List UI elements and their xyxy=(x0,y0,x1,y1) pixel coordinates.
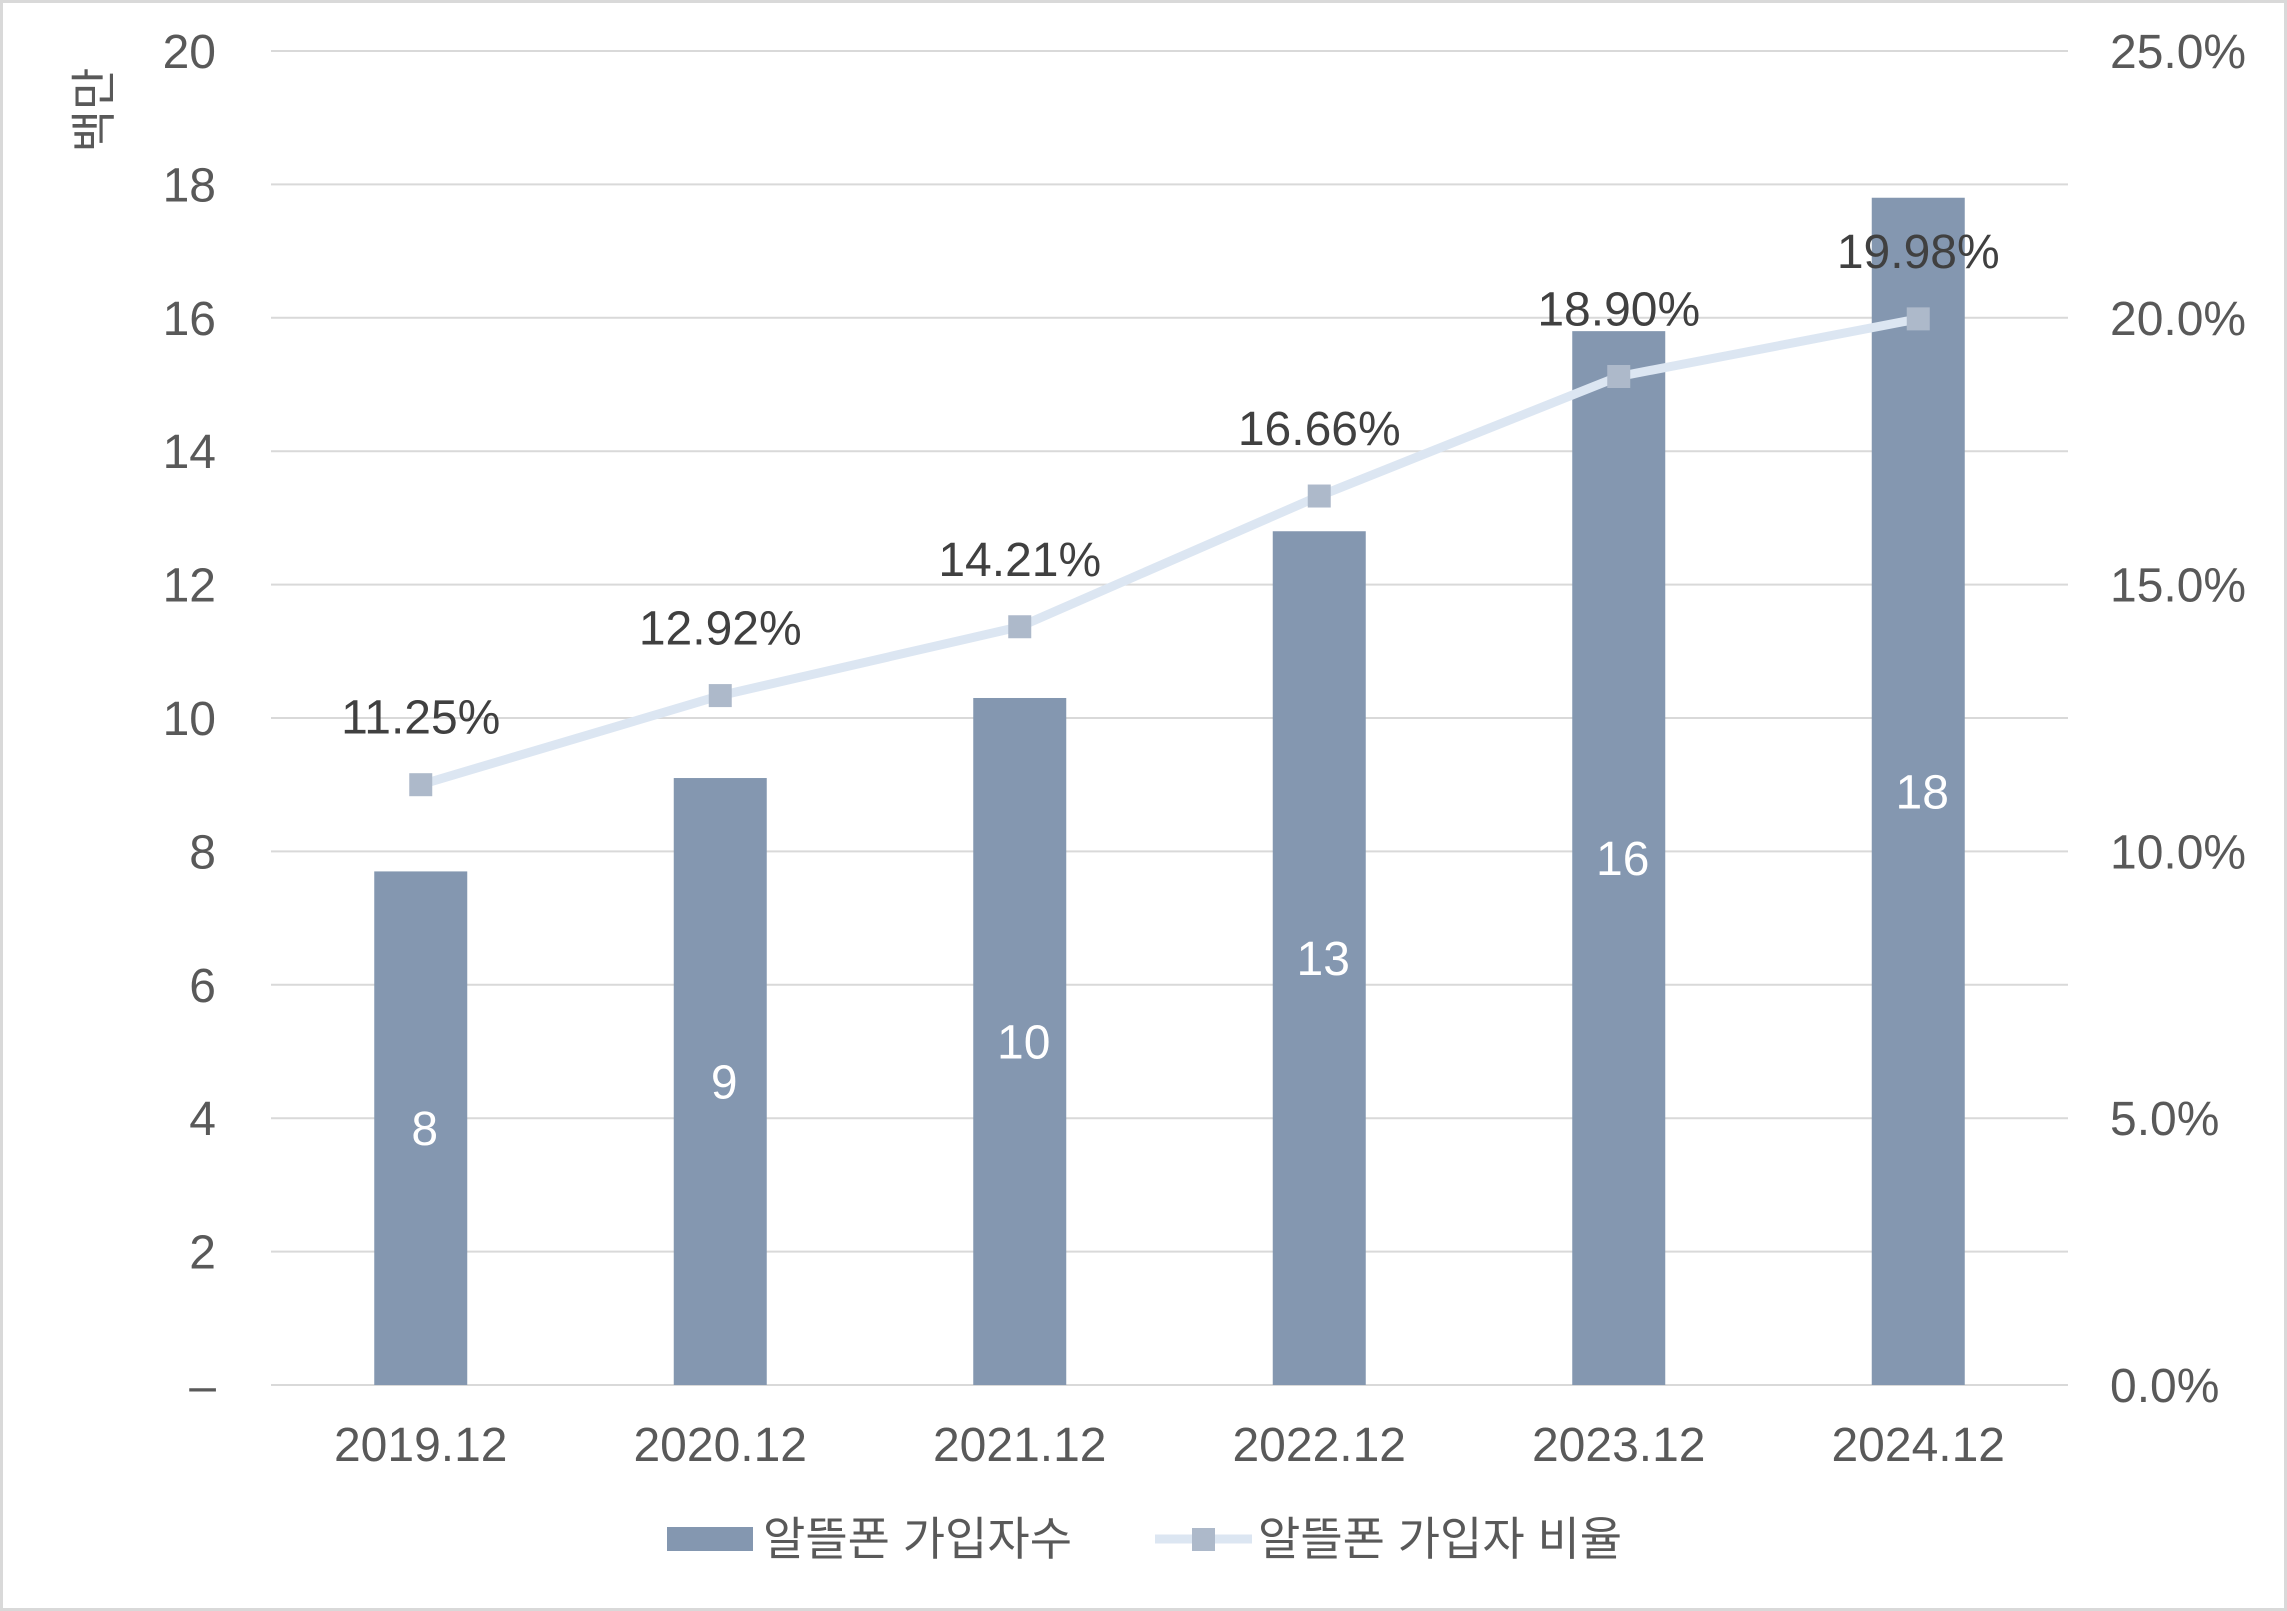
ratio-marker xyxy=(708,684,732,708)
bar-2021-12 xyxy=(973,697,1067,1385)
x-tick-label: 2019.12 xyxy=(334,1419,508,1472)
line-series xyxy=(409,307,1930,797)
legend-marker-swatch xyxy=(1192,1528,1215,1551)
y2-tick-label: 15.0% xyxy=(2110,560,2246,613)
y2-tick-label: 25.0% xyxy=(2110,26,2246,79)
y-tick-label: 20 xyxy=(163,26,216,79)
x-tick-label: 2021.12 xyxy=(933,1419,1107,1472)
ratio-value-label: 14.21% xyxy=(938,534,1101,587)
legend-bar-swatch xyxy=(667,1527,753,1551)
y2-tick-label: 20.0% xyxy=(2110,293,2246,346)
bar-value-label: 13 xyxy=(1297,933,1350,986)
bar-value-label: 8 xyxy=(411,1103,438,1156)
y-tick-label: 2 xyxy=(189,1227,216,1280)
bar-2020-12 xyxy=(673,778,767,1385)
right-axis-ticks: 0.0% 5.0% 10.0% 15.0% 20.0% 25.0% xyxy=(2110,26,2246,1413)
bar-value-label: 10 xyxy=(997,1016,1050,1069)
bar-series xyxy=(374,197,1965,1386)
data-labels: 8 9 10 13 16 18 11.25% 12.92% 14.21% 16.66% 18.90%… xyxy=(341,226,2000,1156)
bar-value-label: 9 xyxy=(711,1057,738,1110)
ratio-value-label: 19.98% xyxy=(1837,226,2000,279)
legend-item-subscribers: 알뜰폰 가입자수 xyxy=(667,1513,1072,1565)
x-tick-label: 2024.12 xyxy=(1831,1419,2005,1472)
y-tick-label: 16 xyxy=(163,293,216,346)
left-axis-ticks: – 2 4 6 8 10 12 14 16 18 20 xyxy=(163,26,217,1413)
gridlines xyxy=(271,50,2068,1386)
y-tick-label: 18 xyxy=(163,159,216,212)
y2-tick-label: 10.0% xyxy=(2110,826,2246,879)
y-tick-label: 6 xyxy=(189,960,216,1013)
ratio-marker xyxy=(1906,307,1930,331)
ratio-marker xyxy=(409,773,433,797)
ratio-line xyxy=(419,314,1920,790)
y-tick-label: 4 xyxy=(189,1093,216,1146)
legend-label-ratio: 알뜰폰 가입자 비율 xyxy=(1258,1513,1622,1565)
y-tick-label: – xyxy=(189,1360,216,1413)
y-tick-label: 8 xyxy=(189,826,216,879)
legend: 알뜰폰 가입자수 알뜰폰 가입자 비율 xyxy=(667,1513,1622,1565)
bar-2022-12 xyxy=(1272,531,1366,1385)
x-tick-label: 2020.12 xyxy=(633,1419,807,1472)
y-tick-label: 12 xyxy=(163,560,216,613)
ratio-marker xyxy=(1008,615,1032,639)
bar-value-label: 16 xyxy=(1596,833,1649,886)
legend-label-subscribers: 알뜰폰 가입자수 xyxy=(763,1513,1072,1565)
x-tick-label: 2022.12 xyxy=(1232,1419,1406,1472)
y-tick-label: 14 xyxy=(163,426,216,479)
bar-value-label: 18 xyxy=(1896,766,1949,819)
bar-2019-12 xyxy=(374,871,468,1385)
y-tick-label: 10 xyxy=(163,693,216,746)
ratio-value-label: 12.92% xyxy=(639,603,802,656)
y-axis-title: 백만 xyxy=(68,68,120,153)
bar-2023-12 xyxy=(1572,331,1666,1385)
y2-tick-label: 5.0% xyxy=(2110,1093,2219,1146)
ratio-value-label: 11.25% xyxy=(341,692,500,745)
ratio-value-label: 18.90% xyxy=(1537,283,1700,336)
bar-2024-12 xyxy=(1871,197,1965,1386)
y2-tick-label: 0.0% xyxy=(2110,1360,2219,1413)
legend-item-ratio: 알뜰폰 가입자 비율 xyxy=(1155,1513,1622,1565)
x-axis-ticks: 2019.12 2020.12 2021.12 2022.12 2023.12 2024.… xyxy=(334,1419,2005,1472)
x-tick-label: 2023.12 xyxy=(1532,1419,1706,1472)
ratio-marker xyxy=(1307,484,1331,508)
ratio-value-label: 16.66% xyxy=(1238,403,1401,456)
ratio-marker xyxy=(1607,364,1631,388)
